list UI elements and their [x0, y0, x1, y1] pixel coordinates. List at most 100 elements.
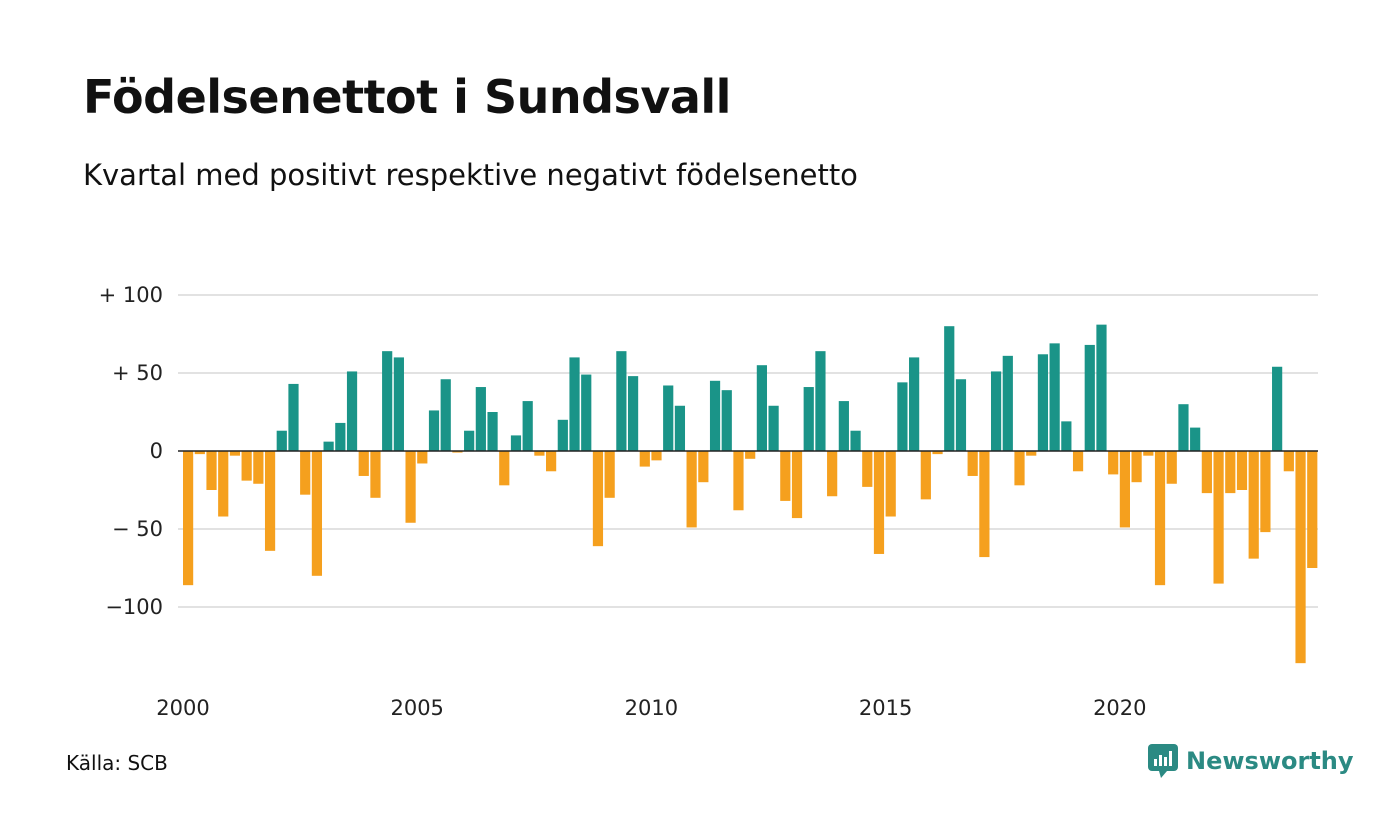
bar [1201, 451, 1212, 494]
bar [428, 410, 440, 451]
newsworthy-logo-icon [1148, 744, 1178, 778]
bar [674, 405, 686, 451]
bar [311, 451, 323, 576]
bar [264, 451, 276, 551]
x-tick-label: 2005 [390, 696, 443, 720]
bar [768, 405, 779, 451]
bars [183, 324, 1318, 664]
bar [393, 357, 404, 451]
y-tick-label: + 100 [99, 283, 163, 307]
bar [464, 430, 475, 451]
bar [1236, 451, 1248, 490]
y-tick-label: − 50 [112, 517, 163, 541]
x-tick-label: 2020 [1093, 696, 1146, 720]
bar [194, 451, 205, 455]
bar [253, 451, 264, 484]
bar [475, 387, 486, 451]
bar [897, 382, 908, 451]
bar [639, 451, 650, 467]
bar [815, 351, 826, 451]
x-tick-label: 2000 [156, 696, 209, 720]
bar [885, 451, 896, 517]
bar [967, 451, 978, 476]
bar [733, 451, 744, 511]
bar [346, 371, 358, 451]
bar [1283, 451, 1294, 472]
bar [1096, 324, 1107, 451]
bar [780, 451, 791, 501]
bar [581, 374, 592, 451]
bar [276, 430, 287, 451]
bar [557, 419, 568, 451]
bar [300, 451, 311, 495]
bar [1119, 451, 1130, 528]
bar [932, 451, 943, 455]
bar [522, 401, 533, 451]
bar [651, 451, 662, 461]
bar [405, 451, 416, 523]
y-tick-label: + 50 [112, 361, 163, 385]
bar [452, 451, 463, 453]
bar [944, 326, 955, 451]
bar [850, 430, 861, 451]
bar [1026, 451, 1037, 456]
bar [920, 451, 931, 500]
bar [1002, 355, 1013, 451]
bar [663, 385, 674, 451]
bar [370, 451, 381, 498]
bar [1213, 451, 1224, 584]
brand-logo: Newsworthy [1148, 744, 1354, 778]
bar [206, 451, 217, 490]
bar [1037, 354, 1049, 451]
y-tick-label: 0 [150, 439, 163, 463]
bar [1178, 404, 1189, 451]
bar [1154, 451, 1166, 586]
bar [1190, 427, 1201, 451]
bar [1049, 343, 1060, 451]
bar [1084, 344, 1095, 451]
bar [686, 451, 697, 528]
bar [616, 351, 627, 451]
bar [909, 357, 920, 451]
bar [487, 412, 498, 451]
bar [791, 451, 803, 519]
bar [499, 451, 510, 486]
axes: + 100 + 50 0 − 50 −100 2000 2005 2010 2015 2020 [99, 283, 1318, 720]
bar [1061, 421, 1072, 451]
bar [546, 451, 557, 472]
bar [604, 451, 615, 498]
bar [756, 365, 767, 451]
bar [592, 451, 604, 547]
bar [229, 451, 241, 456]
bar [417, 451, 428, 464]
y-tick-label: −100 [105, 595, 163, 619]
x-tick-label: 2010 [625, 696, 678, 720]
bar [1248, 451, 1259, 559]
bar [510, 435, 522, 451]
bar [721, 390, 732, 451]
x-tick-label: 2015 [859, 696, 912, 720]
bar [1307, 451, 1318, 568]
bar [358, 451, 369, 476]
bar [218, 451, 229, 517]
bar [627, 376, 639, 451]
bar [827, 451, 838, 497]
bar [1225, 451, 1236, 494]
bar [979, 451, 990, 558]
bar [183, 451, 194, 586]
bar [698, 451, 709, 483]
bar [745, 451, 756, 459]
bar [838, 401, 849, 451]
bar [382, 351, 393, 451]
bar [241, 451, 252, 481]
bar [1131, 451, 1142, 483]
chart-subtitle: Kvartal med positivt respektive negativt… [83, 158, 858, 192]
bar [440, 379, 451, 451]
bar [323, 441, 334, 451]
bar [862, 451, 873, 487]
bar [1295, 451, 1306, 664]
bar [955, 379, 967, 451]
bar [1166, 451, 1177, 484]
grid-lines [178, 294, 1318, 608]
